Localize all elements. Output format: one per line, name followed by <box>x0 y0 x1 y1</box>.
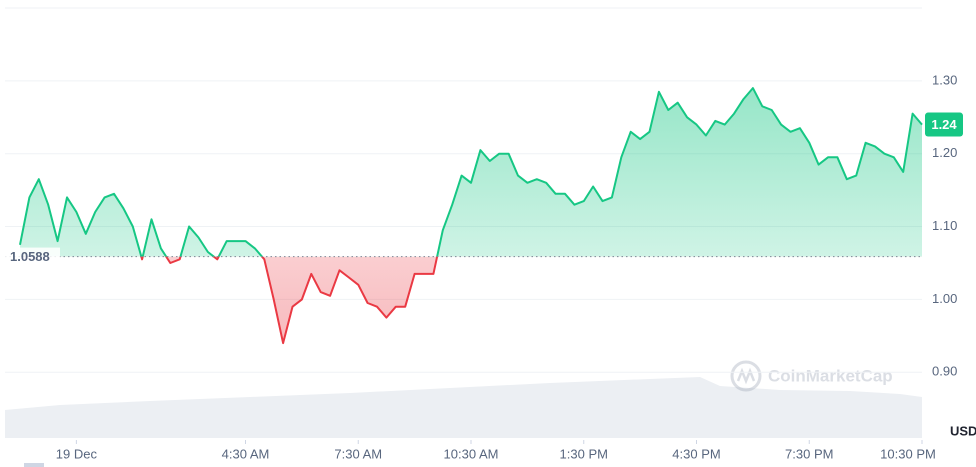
price-line-down <box>140 256 439 345</box>
x-tick-label: 7:30 AM <box>334 446 382 461</box>
price-line-up <box>19 87 923 257</box>
watermark-logo <box>730 360 762 392</box>
current-price-tag <box>925 112 963 137</box>
area-up <box>20 88 922 257</box>
baseline-label-bg <box>2 247 60 266</box>
x-tick-label: 10:30 PM <box>880 446 936 461</box>
watermark-text: CoinMarketCap <box>768 366 893 385</box>
y-tick-label: 0.90 <box>932 364 957 379</box>
y-tick-label: 1.20 <box>932 145 957 160</box>
y-tick-label: 1.00 <box>932 291 957 306</box>
y-tick-label: 1.30 <box>932 72 957 87</box>
x-tick-label: 10:30 AM <box>444 446 499 461</box>
baseline-label: 1.0588 <box>10 249 50 264</box>
x-tick-label: 7:30 PM <box>785 446 833 461</box>
x-tick-label: 4:30 PM <box>672 446 720 461</box>
x-tick-label: 1:30 PM <box>560 446 608 461</box>
watermark-logo-mark <box>736 367 756 385</box>
volume-area <box>5 377 922 438</box>
y-axis-label: USD <box>950 423 976 438</box>
current-price-label: 1.24 <box>931 117 957 132</box>
x-tick-label: 19 Dec <box>56 446 98 461</box>
x-tick-label: 4:30 AM <box>222 446 270 461</box>
watermark: CoinMarketCap <box>730 360 893 392</box>
scroll-handle <box>24 463 44 467</box>
y-tick-label: 1.10 <box>932 218 957 233</box>
